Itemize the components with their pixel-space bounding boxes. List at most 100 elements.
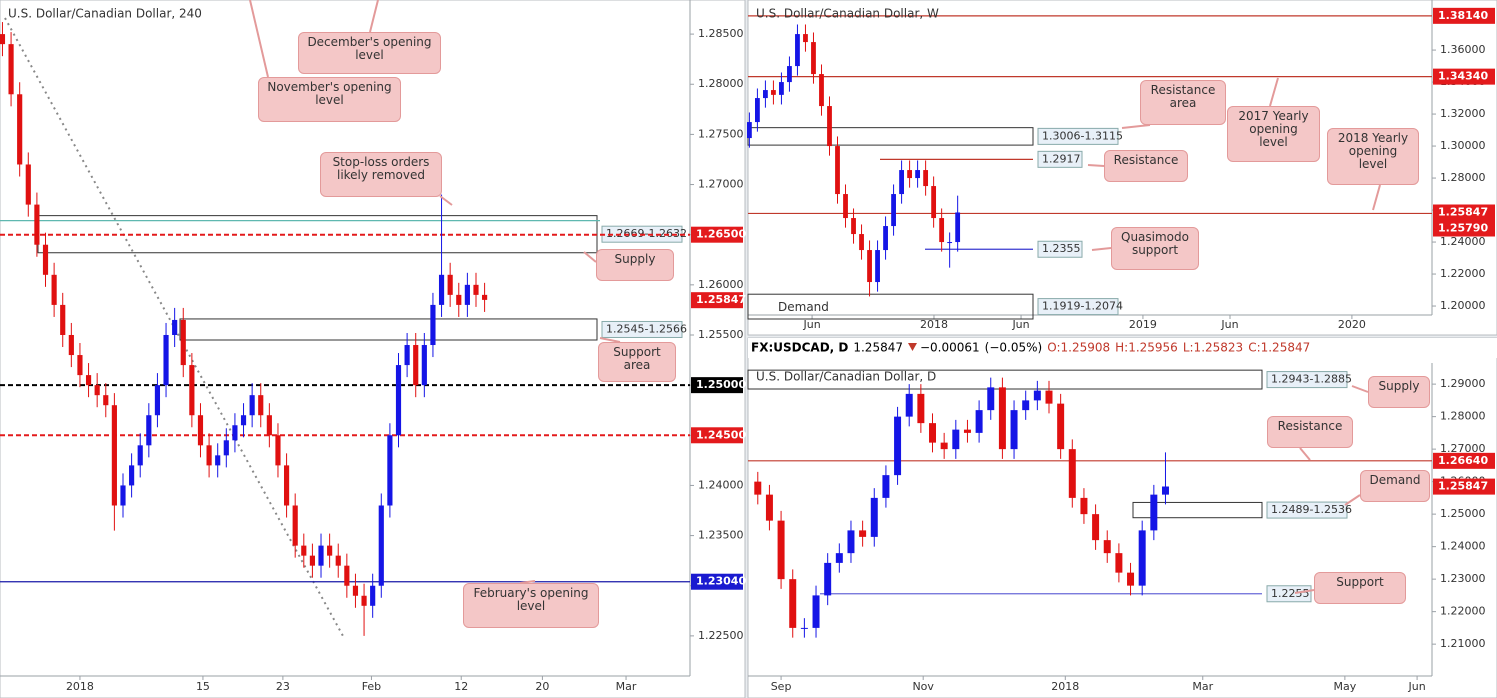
price-tag [1433, 478, 1495, 495]
callout: 2017 Yearly opening level [1227, 106, 1320, 162]
candle-body [771, 90, 776, 95]
candle-body [395, 365, 402, 436]
price-tag-label: 1.38140 [1438, 9, 1488, 22]
candle-body [923, 170, 929, 187]
y-tick-label: 1.30000 [1440, 139, 1486, 152]
y-tick-label: 1.28000 [1440, 410, 1486, 423]
candle-body [17, 94, 23, 165]
candle-body [955, 212, 961, 243]
callout: Quasimodo support [1111, 227, 1199, 270]
level-label-box [1037, 240, 1083, 258]
chart-title: U.S. Dollar/Canadian Dollar, 240 [8, 7, 202, 21]
candle-body [413, 345, 419, 386]
candle-body [789, 579, 797, 628]
callout-pointer [1091, 247, 1112, 251]
y-tick-label: 1.22500 [698, 629, 744, 642]
candle-body [1127, 572, 1135, 586]
callout: December's opening level [298, 32, 441, 74]
y-tick-label: 1.28000 [698, 77, 744, 90]
candle-body [42, 244, 49, 275]
candle-body [1033, 390, 1041, 401]
zone-label-box [1266, 501, 1348, 519]
candle-body [1068, 449, 1076, 498]
candle-body [378, 505, 384, 586]
callout: 2018 Yearly opening level [1327, 128, 1419, 185]
candle-body [824, 562, 832, 596]
price-tag-label: 1.25847 [1438, 206, 1488, 219]
price-tag-label: 1.26500 [696, 228, 746, 241]
candle-body [859, 530, 867, 537]
y-tick-label: 1.21000 [1440, 637, 1486, 650]
price-tag [1433, 7, 1495, 24]
candle-body [1045, 390, 1053, 404]
zone [747, 293, 1034, 320]
y-tick-label: 1.27500 [698, 127, 744, 140]
candle-body [146, 415, 152, 446]
candle-body [232, 425, 238, 441]
y-tick-label: 1.25500 [698, 328, 744, 341]
callout: Demand [1360, 470, 1430, 502]
candle-body [787, 66, 792, 83]
callout-pointer [519, 580, 536, 584]
price-tag [691, 573, 743, 590]
callout-pointer [1294, 589, 1315, 594]
x-tick-label: Jun [802, 318, 820, 331]
candle-body [882, 475, 890, 498]
candle-body [875, 250, 880, 283]
y-tick-label: 1.22000 [1440, 267, 1486, 280]
header-high: H:1.25956 [1115, 341, 1178, 355]
candle-body [189, 365, 195, 416]
zone-label: 1.2545-1.2566 [606, 322, 687, 335]
zone-label: 1.2943-1.2885 [1271, 373, 1352, 386]
candle-body [94, 385, 100, 396]
candle-body [120, 485, 126, 506]
zone-label: 1.2489-1.2536 [1271, 503, 1352, 516]
candle-body [746, 122, 752, 139]
x-tick-label: Feb [362, 680, 381, 693]
candle-body [883, 226, 888, 251]
callout-pointer [439, 195, 453, 206]
price-tag-label: 1.25847 [696, 293, 746, 306]
candle-body [835, 146, 840, 195]
x-tick-label: 2018 [920, 318, 948, 331]
candle-body [344, 565, 350, 586]
zone [179, 318, 598, 341]
candle-body [894, 416, 902, 476]
header-last: 1.25847 [853, 341, 903, 355]
x-tick-label: Mar [616, 680, 637, 693]
candle-body [915, 170, 921, 179]
y-tick-label: 1.22000 [1440, 605, 1486, 618]
candle-body [129, 465, 135, 486]
candle-body [103, 395, 109, 406]
candle-body [851, 218, 856, 235]
candle-body [899, 170, 904, 195]
candle-body [68, 334, 74, 356]
candle-body [34, 204, 40, 245]
header-open: O:1.25908 [1047, 341, 1110, 355]
candle-body [258, 395, 264, 416]
candle-body [111, 405, 117, 506]
callout-pointer [1121, 124, 1151, 129]
y-tick-label: 1.26000 [698, 278, 744, 291]
candle-body [430, 304, 436, 346]
candle-body [1022, 400, 1030, 411]
callout: Support [1314, 572, 1406, 604]
candle-body [8, 44, 14, 95]
x-tick-label: Jun [1407, 680, 1425, 693]
x-tick-label: Jun [1220, 318, 1238, 331]
candle-body [947, 242, 953, 244]
chart-title: U.S. Dollar/Canadian Dollar, D [756, 370, 936, 384]
x-tick-label: Sep [771, 680, 792, 693]
price-tag-label: 1.25000 [696, 378, 746, 391]
candle-body [917, 393, 925, 424]
level-label: 1.2917 [1042, 152, 1081, 165]
candle-body [318, 545, 324, 566]
zone-label: 1.3006-1.3115 [1042, 129, 1123, 142]
zone-label: 1.2669-1.2632 [606, 227, 687, 240]
y-tick-label: 1.25000 [1440, 507, 1486, 520]
candle-body [137, 445, 143, 466]
candle-body [819, 74, 824, 107]
candle-body [266, 415, 272, 436]
candle-body [763, 90, 768, 99]
